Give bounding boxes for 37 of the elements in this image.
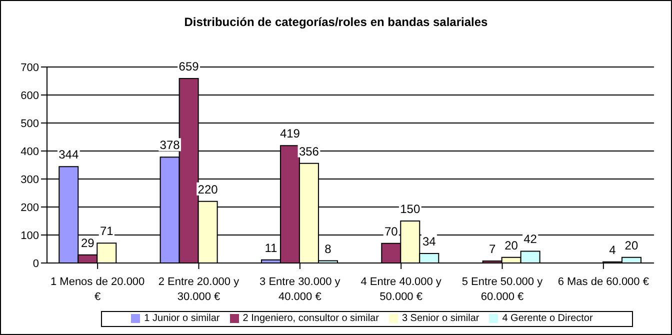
data-label: 20: [504, 238, 518, 252]
y-tick-label: 100: [20, 230, 39, 242]
x-tick-label: 1 Menos de 20.000 €: [50, 276, 145, 303]
chart-title: Distribución de categorías/roles en bandas salariales: [183, 15, 489, 29]
x-tick-label: 5 Entre 50.000 y 60.000 €: [462, 276, 544, 303]
data-label: 4: [609, 242, 616, 257]
data-label: 29: [80, 236, 95, 250]
legend-label: 2 Ingeniero, consultor o similar: [242, 313, 379, 324]
y-tick-label: 300: [20, 174, 39, 186]
data-label: 11: [264, 240, 278, 255]
x-tick-label: 3 Entre 30.000 y 40.000 €: [260, 276, 341, 303]
data-label: 34: [422, 234, 436, 248]
y-tick-label: 500: [20, 118, 39, 130]
data-label: 344: [58, 148, 79, 162]
y-tick-label: 0: [32, 258, 39, 270]
data-label: 20: [624, 238, 638, 252]
data-label: 378: [160, 138, 180, 152]
data-label: 8: [324, 242, 332, 256]
y-tick-label: 700: [20, 62, 39, 74]
legend-label: 3 Senior o similar: [402, 313, 480, 324]
data-label: 42: [524, 232, 538, 246]
data-label: 71: [100, 224, 114, 238]
x-tick-label: 6 Mas de 60.000 €: [558, 276, 649, 288]
data-label: 659: [178, 59, 200, 74]
y-tick-label: 400: [20, 146, 39, 158]
y-tick-label: 200: [20, 202, 39, 214]
legend-label: 1 Junior o similar: [144, 313, 220, 324]
legend-label: 4 Gerente o Director: [502, 313, 593, 324]
data-label: 150: [400, 202, 420, 216]
data-label: 70: [384, 224, 398, 238]
x-tick-label: 2 Entre 20.000 y 30.000 €: [158, 276, 240, 303]
data-label: 7: [488, 242, 496, 256]
x-tick-label: 4 Entre 40.000 y 50.000 €: [360, 276, 442, 303]
data-label: 419: [280, 126, 300, 141]
data-label: 356: [298, 144, 320, 158]
y-tick-label: 600: [20, 90, 39, 102]
data-label: 220: [198, 182, 218, 196]
